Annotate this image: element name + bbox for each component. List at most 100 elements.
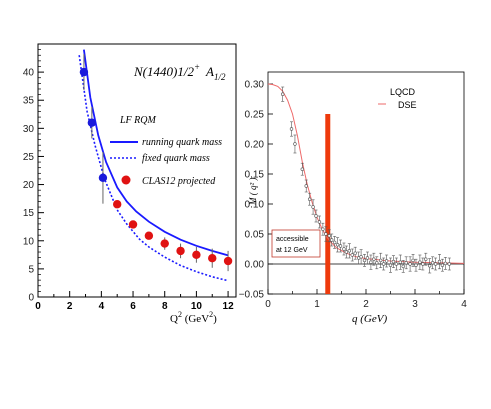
right-y-tick-label: 0.30 [245, 80, 265, 91]
left-x-tick-label: 2 [67, 301, 73, 312]
left-x-tick-label: 8 [162, 301, 168, 312]
lqcd-point [394, 262, 399, 266]
fixed-quark-mass-curve [78, 55, 229, 282]
lqcd-point [369, 260, 373, 264]
lqcd-point [321, 227, 325, 231]
lqcd-point [375, 261, 379, 265]
left-y-tick-label: 10 [23, 236, 35, 247]
lqcd-point [350, 253, 354, 257]
lqcd-point [324, 232, 328, 236]
lqcd-point [384, 259, 389, 263]
right-x-tick-label: 3 [412, 299, 418, 310]
lqcd-point [327, 234, 331, 238]
lqcd-point [335, 243, 340, 247]
left-y-tick-label: 15 [23, 208, 35, 219]
right-legend-lqcd: LQCD [390, 87, 416, 97]
lqcd-point [281, 92, 285, 96]
data-point [87, 118, 97, 127]
annotation-line-2: at 12 GeV [276, 247, 308, 254]
data-point [79, 67, 89, 77]
lqcd-point [379, 258, 383, 263]
left-axis-ticks: 0 2 4 6 8 10 12 0 5 10 15 20 25 30 35 40 [23, 49, 235, 312]
annotation-line-1: accessible [276, 236, 309, 243]
lqcd-point [314, 214, 318, 218]
lqcd-point [414, 263, 418, 267]
left-legend-fixed: fixed quark mass [110, 153, 210, 164]
legend-running-label: running quark mass [142, 137, 222, 148]
left-legend-header: LF RQM [119, 115, 157, 126]
lqcd-point [421, 262, 425, 266]
clas12-point [223, 256, 233, 266]
lqcd-point [428, 264, 432, 268]
legend-fixed-label: fixed quark mass [142, 153, 210, 164]
left-legend-running: running quark mass [110, 137, 222, 148]
left-y-tick-label: 30 [23, 124, 35, 135]
left-y-tick-label: 5 [28, 264, 34, 275]
right-vertical-band [325, 114, 331, 294]
left-x-axis-label: Q2 (GeV2) [170, 310, 217, 325]
right-y-axis-label: M ( q² ) [248, 178, 258, 206]
left-y-tick-label: 20 [23, 180, 35, 191]
lqcd-point [365, 256, 370, 260]
right-y-tick-label: −0.05 [239, 290, 265, 301]
right-points [281, 86, 451, 274]
lqcd-point [304, 184, 308, 188]
lqcd-point [398, 260, 402, 264]
left-x-tick-label: 12 [223, 301, 235, 312]
right-legend-dse: DSE [398, 100, 417, 110]
lqcd-point [317, 220, 322, 224]
right-x-axis-label: q (GeV) [352, 313, 387, 325]
right-x-tick-label: 2 [363, 299, 369, 310]
left-x-tick-label: 10 [191, 301, 203, 312]
lqcd-point [344, 250, 349, 254]
lqcd-point [311, 205, 315, 209]
left-y-tick-label: 40 [23, 68, 35, 79]
lqcd-point [372, 257, 376, 261]
clas12-point [176, 246, 185, 256]
right-x-tick-label: 0 [265, 299, 271, 310]
lqcd-point [391, 259, 396, 264]
clas12-point [192, 250, 201, 260]
right-y-tick-label: 0.15 [245, 170, 265, 181]
lqcd-point [342, 247, 346, 251]
left-points [79, 54, 233, 272]
lqcd-point [381, 262, 386, 266]
right-y-tick-label: 0.20 [245, 140, 265, 151]
lqcd-point [447, 262, 451, 266]
lqcd-point [418, 260, 422, 264]
lqcd-point [443, 261, 448, 266]
clas12-point [113, 200, 122, 209]
lqcd-point [411, 258, 415, 263]
lqcd-point [362, 258, 367, 263]
running-quark-mass-curve [83, 49, 229, 257]
clas12-point [208, 254, 217, 263]
lqcd-point [359, 255, 363, 259]
lqcd-point [408, 262, 412, 266]
lqcd-point [338, 244, 343, 248]
left-y-tick-label: 35 [23, 96, 35, 107]
legend-clas12-label: CLAS12 projected [142, 176, 216, 187]
right-y-tick-label: 0.05 [245, 230, 265, 241]
clas12-point [144, 231, 154, 240]
right-chart: 0 1 2 3 4 −0.05 0.00 0.05 0.10 0.15 0.20 0.25 0.30 L… [239, 71, 467, 325]
right-y-tick-label: 0.25 [245, 110, 265, 121]
lqcd-point [437, 259, 442, 264]
left-legend-clas12: CLAS12 projected [121, 175, 216, 187]
lqcd-point [433, 262, 438, 266]
clas12-point [160, 239, 169, 248]
left-x-tick-label: 0 [35, 301, 41, 312]
clas12-point [128, 220, 138, 229]
lqcd-point [289, 127, 294, 131]
lqcd-point [347, 249, 352, 253]
right-x-tick-label: 4 [461, 299, 467, 310]
right-y-tick-label: 0.00 [245, 260, 265, 271]
legend-red-marker [121, 175, 131, 185]
lqcd-point [293, 142, 297, 146]
lqcd-point [440, 263, 445, 267]
left-title: N(1440)1/2+ A1/2 [133, 62, 226, 82]
lqcd-point [353, 251, 357, 255]
lqcd-point [388, 263, 393, 267]
lqcd-point [401, 264, 405, 269]
left-y-tick-label: 0 [28, 293, 34, 304]
lqcd-point [300, 167, 304, 171]
